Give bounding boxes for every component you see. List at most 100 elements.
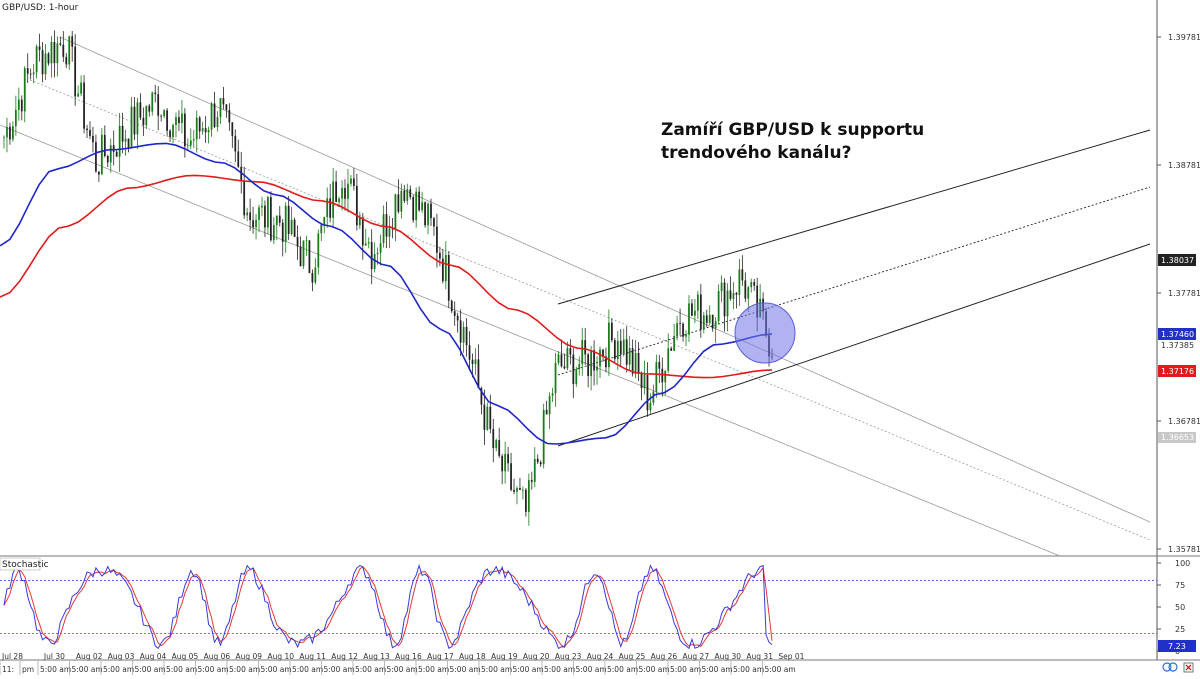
- candle-body: [14, 109, 17, 127]
- candle-body: [430, 203, 432, 219]
- candle-body: [566, 348, 569, 369]
- candle-body: [548, 395, 551, 415]
- price-tick-label: 1.38781: [1168, 161, 1200, 170]
- candle-body: [261, 205, 263, 208]
- candle-body: [183, 113, 186, 147]
- channel-line: [0, 124, 1061, 557]
- candle-body: [246, 212, 249, 216]
- candle-body: [679, 323, 681, 324]
- candle-body: [495, 440, 498, 449]
- candle-body: [106, 155, 109, 163]
- candle-body: [264, 205, 266, 228]
- candle-body: [599, 349, 601, 367]
- candle-body: [498, 440, 501, 456]
- date-tick-label: Sep 01: [778, 652, 804, 661]
- candle-body: [115, 151, 118, 157]
- candle-body: [643, 374, 646, 389]
- time-tick-label: 5:00 am: [166, 665, 197, 674]
- candles: [3, 30, 773, 526]
- candle-body: [364, 243, 367, 246]
- candle-body: [596, 366, 598, 371]
- candle-body: [655, 362, 658, 392]
- time-tick-label: 5:00 am: [670, 665, 701, 674]
- candle-body: [133, 106, 136, 135]
- candle-body: [281, 222, 284, 242]
- time-ticks: Jul 28 Jul 30 Aug 02 Aug 03 Aug 04 Aug 05 Aug …: [0, 652, 805, 675]
- candle-body: [480, 388, 483, 405]
- candle-body: [646, 374, 649, 411]
- candle-body: [157, 94, 160, 116]
- candle-body: [622, 339, 625, 355]
- date-tick-label: Aug 19: [491, 652, 518, 661]
- time-tick-label: pm: [22, 665, 34, 674]
- candle-body: [631, 348, 634, 374]
- stochastic-title: Stochastic: [2, 560, 49, 570]
- candle-body: [347, 183, 349, 199]
- candle-body: [501, 455, 504, 472]
- price-label-last-high: 1.38037: [1161, 256, 1194, 265]
- candle-body: [373, 254, 376, 270]
- candle-body: [26, 68, 29, 74]
- candle-body: [397, 194, 400, 212]
- candle-body: [323, 217, 326, 225]
- time-tick-label: 5:00 am: [576, 665, 607, 674]
- close-icon[interactable]: [1183, 662, 1194, 673]
- candle-body: [9, 126, 11, 140]
- candle-body: [391, 228, 394, 230]
- candle-body: [231, 122, 234, 136]
- candle-body: [234, 135, 237, 152]
- candle-body: [702, 315, 705, 330]
- candle-body: [524, 489, 527, 512]
- candle-body: [453, 311, 456, 316]
- candle-body: [370, 242, 373, 270]
- candle-body: [17, 99, 20, 110]
- candle-body: [86, 128, 88, 131]
- date-tick-label: Aug 25: [619, 652, 646, 661]
- candle-body: [504, 454, 507, 472]
- sync-icon[interactable]: [1162, 662, 1178, 672]
- candle-body: [486, 406, 489, 430]
- candle-body: [527, 480, 530, 512]
- candle-body: [753, 282, 756, 286]
- candle-body: [441, 258, 444, 282]
- date-tick-label: Aug 20: [523, 652, 550, 661]
- candle-body: [418, 191, 421, 211]
- channel-lines: [0, 36, 1157, 634]
- time-tick-label: 5:00 am: [229, 665, 260, 674]
- candle-body: [569, 348, 572, 355]
- candle-body: [575, 369, 578, 385]
- time-tick-label: 5:00 am: [324, 665, 355, 674]
- price-label-current: 1.37385: [1161, 341, 1194, 350]
- candle-body: [80, 82, 82, 94]
- candle-body: [293, 219, 296, 237]
- candle-body: [240, 166, 243, 182]
- candle-body: [605, 356, 607, 368]
- time-tick-label: 5:00 am: [387, 665, 418, 674]
- candle-body: [711, 314, 714, 329]
- candle-body: [267, 197, 269, 228]
- candle-body: [175, 117, 177, 125]
- candle-body: [6, 126, 8, 138]
- candle-body: [510, 463, 512, 490]
- candle-body: [53, 42, 56, 64]
- candle-body: [474, 359, 477, 365]
- candle-body: [640, 372, 643, 389]
- candle-body: [112, 145, 115, 152]
- candle-body: [326, 198, 329, 218]
- candle-body: [587, 354, 590, 377]
- date-tick-label: Aug 24: [587, 652, 614, 661]
- time-tick-label: 5:00 am: [198, 665, 229, 674]
- candle-body: [186, 145, 189, 147]
- candle-body: [74, 46, 77, 97]
- candle-body: [705, 315, 708, 323]
- candle-body: [272, 225, 275, 241]
- candle-body: [287, 205, 290, 235]
- candle-body: [12, 126, 14, 140]
- candle-body: [688, 303, 690, 335]
- candle-body: [750, 282, 753, 288]
- candle-body: [409, 189, 412, 198]
- candle-body: [563, 366, 566, 369]
- candle-body: [142, 117, 145, 126]
- candle-body: [664, 370, 667, 383]
